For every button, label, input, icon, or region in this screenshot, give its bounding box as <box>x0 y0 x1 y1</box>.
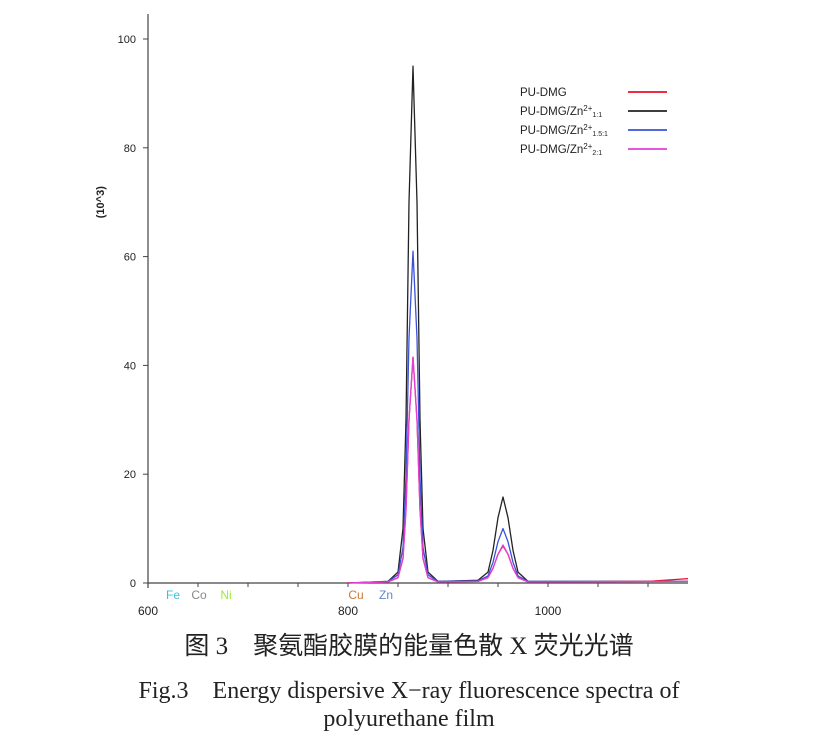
y-tick-label: 100 <box>118 34 136 46</box>
element-label-cu: Cu <box>348 588 363 602</box>
caption-english-line2: polyurethane film <box>323 706 495 732</box>
y-tick-label: 20 <box>124 469 136 481</box>
element-label-co: Co <box>191 588 207 602</box>
series-line-3 <box>347 356 689 584</box>
y-axis-label: (10^3) <box>95 186 107 218</box>
y-tick-label: 0 <box>130 578 136 590</box>
legend-label-2: PU-DMG/Zn2+1.5:1 <box>520 123 608 138</box>
caption-english-line1: Fig.3 Energy dispersive X−ray fluorescen… <box>138 678 680 704</box>
x-tick-label: 800 <box>338 604 358 618</box>
element-label-ni: Ni <box>220 588 231 602</box>
y-tick-label: 60 <box>124 252 136 264</box>
series-line-0 <box>347 356 689 584</box>
edxrf-chart: 0 20 40 60 80 100 600 800 1000 (10^3) Fe Co Ni Cu Zn PU… <box>95 14 689 618</box>
y-tick-label: 80 <box>124 143 136 155</box>
x-tick-label: 1000 <box>535 604 562 618</box>
element-label-fe: Fe <box>166 588 180 602</box>
x-tick-label: 600 <box>138 604 158 618</box>
series-line-1 <box>347 65 688 584</box>
legend-label-0: PU-DMG <box>520 87 567 99</box>
caption-chinese: 图 3 聚氨酯胶膜的能量色散 X 荧光光谱 <box>184 633 634 660</box>
series-line-2 <box>347 250 688 584</box>
y-tick-label: 40 <box>124 360 136 372</box>
element-label-zn: Zn <box>379 588 393 602</box>
legend-label-1: PU-DMG/Zn2+1:1 <box>520 104 602 119</box>
legend-label-3: PU-DMG/Zn2+2:1 <box>520 142 602 157</box>
